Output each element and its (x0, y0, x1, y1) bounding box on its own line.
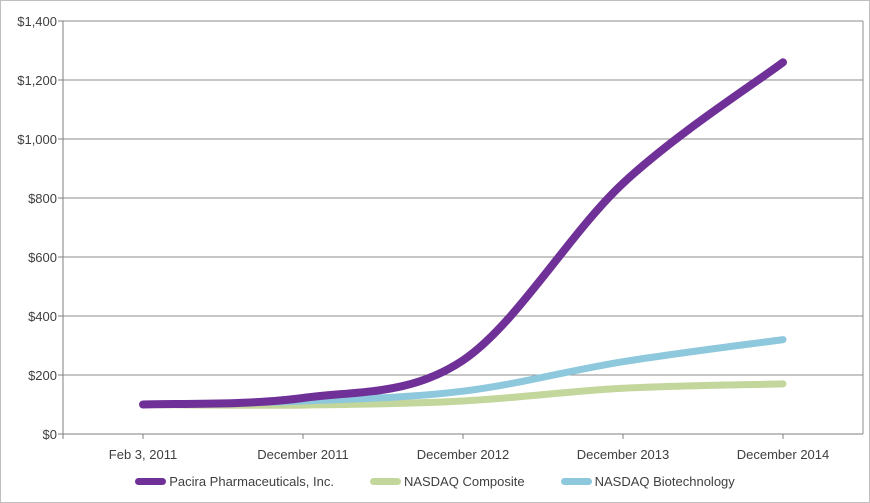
x-axis-label: Feb 3, 2011 (108, 447, 178, 462)
x-axis-label: December 2013 (576, 447, 670, 462)
series-line-nasdaq-biotechnology (139, 336, 787, 408)
legend: Pacira Pharmaceuticals, Inc. NASDAQ Comp… (1, 474, 869, 489)
legend-swatch-pacira (135, 478, 167, 485)
y-axis-label: $0 (42, 426, 57, 442)
legend-label-nasdaq-composite: NASDAQ Composite (403, 474, 525, 489)
y-axis-label: $1,200 (17, 72, 57, 88)
y-axis-label: $600 (28, 249, 57, 265)
x-axis-label: December 2012 (416, 447, 510, 462)
legend-item-pacira: Pacira Pharmaceuticals, Inc. (135, 474, 334, 489)
legend-swatch-nasdaq-biotechnology (560, 478, 592, 485)
legend-swatch-nasdaq-composite (369, 478, 401, 485)
x-axis-label: December 2011 (257, 447, 349, 462)
x-axis-label: December 2014 (736, 447, 830, 462)
y-axis-label: $1,400 (17, 13, 57, 29)
y-axis-label: $1,000 (17, 131, 57, 147)
y-axis-label: $800 (28, 190, 57, 206)
y-axis-label: $400 (28, 308, 57, 324)
legend-label-nasdaq-biotechnology: NASDAQ Biotechnology (594, 474, 735, 489)
series-line-pacira-pharmaceuticals-inc (139, 58, 787, 409)
legend-item-nasdaq-composite: NASDAQ Composite (369, 474, 525, 489)
y-axis-label: $200 (28, 367, 57, 383)
legend-label-pacira: Pacira Pharmaceuticals, Inc. (169, 474, 334, 489)
legend-item-nasdaq-biotechnology: NASDAQ Biotechnology (560, 474, 735, 489)
